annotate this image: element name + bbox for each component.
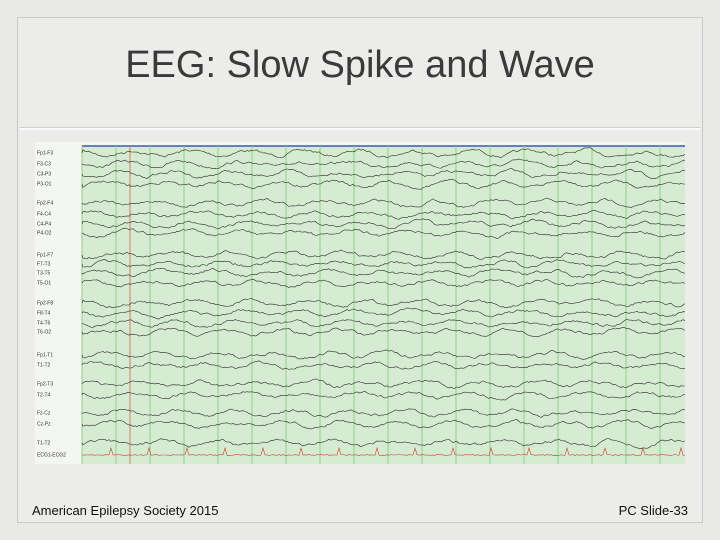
- channel-label: Fp1-F7: [37, 252, 53, 258]
- channel-label: F4-C4: [37, 211, 51, 217]
- channel-label: Fp2-F4: [37, 200, 53, 206]
- eeg-trace: [81, 178, 685, 190]
- channel-label: T1-T2: [37, 362, 51, 368]
- eeg-trace: [81, 408, 685, 418]
- channel-label: T2-T4: [37, 392, 51, 398]
- eeg-trace: [81, 419, 685, 430]
- eeg-trace: [81, 327, 685, 338]
- eeg-trace: [81, 210, 685, 220]
- eeg-trace: [81, 349, 685, 361]
- eeg-trace: [81, 158, 685, 169]
- eeg-trace: [81, 249, 685, 260]
- channel-label: F3-C3: [37, 161, 51, 167]
- eeg-trace: [81, 378, 685, 389]
- eeg-trace: [81, 259, 685, 269]
- channel-label: T1-T2: [37, 440, 51, 446]
- footer-right: PC Slide-33: [618, 503, 688, 518]
- eeg-trace: [81, 446, 685, 456]
- eeg-trace: [81, 197, 685, 209]
- eeg-trace: [81, 218, 685, 230]
- channel-label: Fp2-T3: [37, 381, 53, 387]
- eeg-trace: [81, 227, 685, 239]
- channel-label: Fp1-T1: [37, 352, 53, 358]
- eeg-trace: [81, 267, 685, 279]
- channel-label: ECG1-ECG2: [37, 452, 66, 458]
- channel-label: Fz-Cz: [37, 410, 51, 416]
- eeg-trace: [81, 278, 685, 288]
- channel-label: T5-O1: [37, 280, 51, 286]
- channel-label: Fp1-F3: [37, 150, 53, 156]
- eeg-trace: [81, 298, 685, 309]
- eeg-trace-area: [82, 146, 685, 464]
- eeg-trace: [81, 307, 685, 320]
- eeg-trace: [81, 147, 685, 159]
- channel-label: P4-O2: [37, 230, 52, 236]
- eeg-trace: [81, 168, 685, 180]
- channel-label: C3-P3: [37, 171, 51, 177]
- channel-label: T3-T5: [37, 270, 51, 276]
- channel-label: T4-T6: [37, 320, 51, 326]
- slide-title: EEG: Slow Spike and Wave: [125, 44, 595, 86]
- footer-left: American Epilepsy Society 2015: [32, 503, 219, 518]
- channel-label: T6-O2: [37, 329, 51, 335]
- channel-label: Fp2-F8: [37, 300, 53, 306]
- channel-label: F7-T3: [37, 261, 51, 267]
- channel-label: P3-O1: [37, 181, 52, 187]
- eeg-image: Fp1-F3 F3-C3 C3-P3 P3-O1 Fp2-F4 F4-C4 C4-P4 P4-…: [35, 142, 685, 464]
- eeg-trace: [81, 438, 685, 450]
- channel-label: Cz-Pz: [37, 421, 51, 427]
- eeg-trace: [81, 360, 685, 370]
- separator: [20, 127, 700, 130]
- eeg-trace: [81, 318, 685, 328]
- channel-label: C4-P4: [37, 221, 51, 227]
- eeg-trace: [81, 391, 685, 401]
- channel-label: F8-T4: [37, 310, 51, 316]
